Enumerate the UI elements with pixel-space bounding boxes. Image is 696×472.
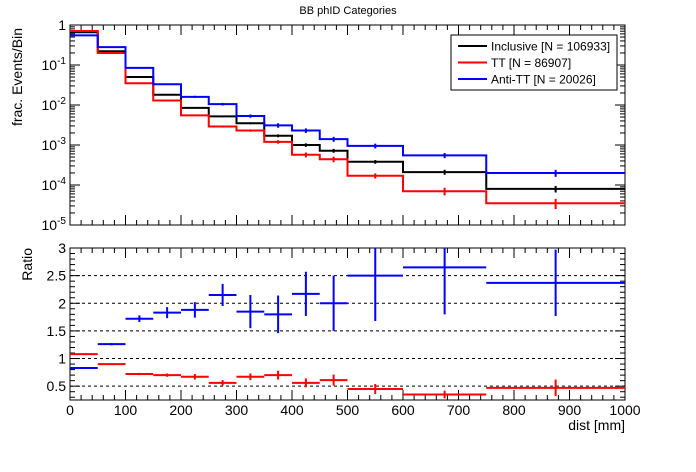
y-tick-label: 3	[58, 240, 66, 256]
x-tick-label: 300	[225, 402, 249, 418]
bottom-plot-frame	[69, 247, 626, 401]
x-tick-label: 1000	[609, 402, 640, 418]
x-tick-label: 700	[447, 402, 471, 418]
x-tick-label: 200	[169, 402, 193, 418]
legend: Inclusive [N = 106933] TT [N = 86907] Anti…	[450, 34, 618, 91]
y-tick-label: 1.5	[47, 323, 67, 339]
y-tick-label: 10-2	[42, 96, 67, 113]
top-y-axis-label: frac. Events/Bin	[9, 28, 25, 126]
x-tick-label: 600	[391, 402, 415, 418]
legend-entry: TT [N = 86907]	[491, 56, 571, 70]
x-tick-label: 400	[280, 402, 304, 418]
series-1	[70, 29, 625, 210]
y-tick-label: 10-5	[42, 216, 67, 233]
y-tick-label: 2.5	[47, 268, 67, 284]
y-tick-label: 0.5	[47, 378, 67, 394]
y-tick-label: 10-4	[42, 176, 67, 193]
legend-entry: Anti-TT [N = 20026]	[491, 73, 596, 87]
chart-title: BB phID Categories	[299, 5, 397, 17]
x-tick-label: 0	[66, 402, 74, 418]
bottom-y-axis-label: Ratio	[19, 248, 35, 281]
ratio-series-1	[70, 353, 625, 399]
bottom-panel: 0 100 200 300 400 500 600 700 800 900 1000 0.5 1 1.5 2…	[47, 240, 641, 418]
x-tick-label: 500	[336, 402, 360, 418]
ratio-series-0	[70, 248, 625, 369]
y-tick-label: 2	[58, 295, 66, 311]
legend-entry: Inclusive [N = 106933]	[491, 40, 610, 54]
y-tick-label: 1	[58, 17, 66, 33]
top-panel: 1 10-1 10-2 10-3 10-4 10-5	[42, 17, 626, 233]
y-tick-label: 10-1	[42, 56, 67, 73]
x-tick-label: 800	[502, 402, 526, 418]
y-tick-label: 1	[58, 351, 66, 367]
x-axis-label: dist [mm]	[568, 417, 625, 433]
series-0	[70, 31, 625, 193]
y-tick-label: 10-3	[42, 136, 67, 153]
series-2	[70, 34, 625, 177]
x-tick-label: 100	[114, 402, 138, 418]
x-tick-label: 900	[558, 402, 582, 418]
